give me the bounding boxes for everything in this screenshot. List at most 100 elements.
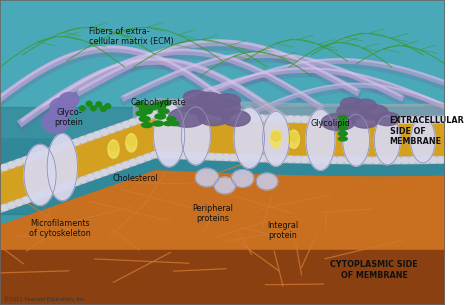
Ellipse shape [122, 122, 129, 127]
Ellipse shape [237, 155, 244, 161]
Ellipse shape [155, 114, 165, 119]
Ellipse shape [29, 154, 36, 160]
Ellipse shape [165, 152, 173, 158]
Polygon shape [0, 117, 445, 206]
Ellipse shape [216, 154, 223, 160]
Ellipse shape [139, 106, 150, 111]
Ellipse shape [173, 112, 180, 118]
Ellipse shape [358, 117, 365, 123]
Ellipse shape [280, 116, 287, 122]
Ellipse shape [115, 124, 122, 130]
Ellipse shape [416, 117, 423, 123]
Ellipse shape [142, 109, 152, 114]
Ellipse shape [208, 113, 215, 119]
Ellipse shape [165, 112, 173, 117]
Ellipse shape [180, 112, 187, 118]
Ellipse shape [430, 117, 437, 123]
Ellipse shape [316, 157, 323, 163]
Ellipse shape [129, 119, 137, 125]
Ellipse shape [44, 190, 51, 196]
Ellipse shape [105, 104, 110, 109]
Ellipse shape [183, 98, 217, 115]
Ellipse shape [153, 121, 164, 126]
Ellipse shape [344, 117, 351, 123]
Ellipse shape [194, 113, 201, 119]
Ellipse shape [380, 157, 387, 163]
Ellipse shape [136, 111, 147, 116]
Ellipse shape [198, 107, 230, 126]
Ellipse shape [437, 157, 444, 163]
Ellipse shape [409, 117, 416, 123]
Ellipse shape [94, 132, 101, 138]
Text: Fibers of extra-
cellular matrix (ECM): Fibers of extra- cellular matrix (ECM) [89, 27, 174, 46]
Ellipse shape [108, 127, 115, 132]
Ellipse shape [137, 117, 144, 122]
Ellipse shape [8, 202, 15, 208]
Ellipse shape [354, 99, 376, 111]
Ellipse shape [352, 113, 378, 128]
Ellipse shape [108, 140, 119, 158]
Text: Glycolipid: Glycolipid [310, 119, 350, 128]
Ellipse shape [65, 142, 73, 148]
Ellipse shape [323, 117, 330, 123]
Ellipse shape [337, 117, 344, 123]
Ellipse shape [423, 157, 430, 163]
Ellipse shape [401, 157, 409, 163]
Ellipse shape [338, 116, 347, 120]
Ellipse shape [151, 112, 158, 117]
Ellipse shape [265, 116, 273, 121]
Ellipse shape [343, 114, 370, 166]
Ellipse shape [214, 177, 236, 194]
Ellipse shape [263, 111, 289, 166]
Ellipse shape [258, 115, 265, 121]
Ellipse shape [58, 185, 65, 190]
Ellipse shape [437, 117, 444, 123]
Ellipse shape [223, 114, 230, 120]
Ellipse shape [301, 157, 309, 163]
Ellipse shape [374, 116, 400, 165]
Ellipse shape [22, 197, 29, 203]
Ellipse shape [273, 116, 280, 122]
Ellipse shape [416, 157, 423, 163]
Text: Integral
protein: Integral protein [267, 221, 298, 240]
Ellipse shape [94, 172, 101, 178]
Ellipse shape [158, 109, 169, 114]
Ellipse shape [288, 130, 300, 149]
Ellipse shape [127, 136, 136, 145]
Ellipse shape [36, 152, 44, 158]
Ellipse shape [344, 157, 351, 163]
Ellipse shape [135, 102, 146, 107]
Ellipse shape [375, 112, 400, 126]
Ellipse shape [373, 117, 380, 123]
Ellipse shape [168, 108, 206, 127]
Ellipse shape [180, 152, 187, 158]
Ellipse shape [360, 105, 388, 120]
Ellipse shape [287, 116, 294, 122]
Ellipse shape [258, 156, 265, 161]
Ellipse shape [205, 98, 240, 117]
Ellipse shape [338, 137, 347, 141]
Ellipse shape [231, 170, 254, 187]
Ellipse shape [158, 152, 165, 157]
Ellipse shape [394, 157, 401, 163]
Ellipse shape [73, 139, 80, 145]
Ellipse shape [87, 134, 94, 140]
Ellipse shape [340, 98, 363, 110]
Ellipse shape [158, 111, 165, 117]
Ellipse shape [160, 101, 171, 106]
Ellipse shape [122, 162, 129, 168]
Ellipse shape [330, 157, 337, 163]
Ellipse shape [8, 162, 15, 168]
Ellipse shape [234, 107, 264, 168]
Ellipse shape [316, 117, 323, 123]
Ellipse shape [309, 157, 316, 163]
Ellipse shape [142, 123, 152, 127]
Ellipse shape [80, 137, 87, 142]
Ellipse shape [237, 115, 244, 120]
Bar [0, 250, 445, 305]
Ellipse shape [36, 192, 44, 198]
Ellipse shape [338, 131, 347, 136]
Ellipse shape [301, 117, 309, 122]
Ellipse shape [100, 106, 106, 111]
Ellipse shape [101, 170, 108, 175]
